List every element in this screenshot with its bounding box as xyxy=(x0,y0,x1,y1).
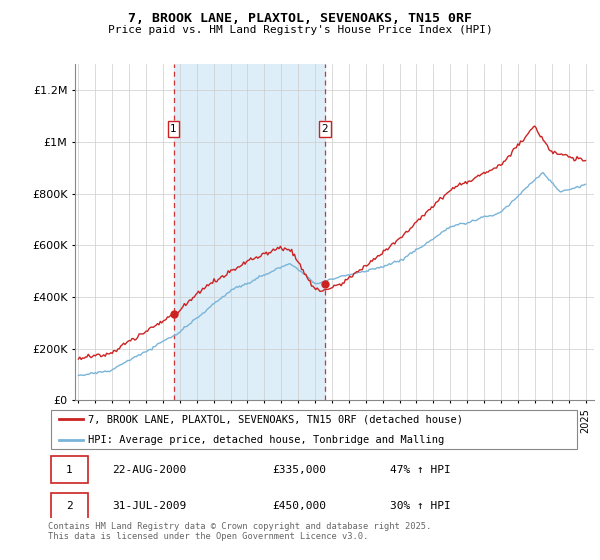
Text: £335,000: £335,000 xyxy=(272,465,326,475)
Text: 30% ↑ HPI: 30% ↑ HPI xyxy=(390,501,451,511)
Bar xyxy=(173,64,325,400)
Text: 31-JUL-2009: 31-JUL-2009 xyxy=(112,501,187,511)
Text: 47% ↑ HPI: 47% ↑ HPI xyxy=(390,465,451,475)
Text: 2: 2 xyxy=(66,501,73,511)
Text: 7, BROOK LANE, PLAXTOL, SEVENOAKS, TN15 0RF: 7, BROOK LANE, PLAXTOL, SEVENOAKS, TN15 … xyxy=(128,12,472,25)
FancyBboxPatch shape xyxy=(50,493,88,520)
FancyBboxPatch shape xyxy=(50,410,577,449)
Text: £450,000: £450,000 xyxy=(272,501,326,511)
Text: HPI: Average price, detached house, Tonbridge and Malling: HPI: Average price, detached house, Tonb… xyxy=(88,435,444,445)
Text: Price paid vs. HM Land Registry's House Price Index (HPI): Price paid vs. HM Land Registry's House … xyxy=(107,25,493,35)
Text: 22-AUG-2000: 22-AUG-2000 xyxy=(112,465,187,475)
FancyBboxPatch shape xyxy=(50,456,88,483)
Text: 7, BROOK LANE, PLAXTOL, SEVENOAKS, TN15 0RF (detached house): 7, BROOK LANE, PLAXTOL, SEVENOAKS, TN15 … xyxy=(88,414,463,424)
Text: Contains HM Land Registry data © Crown copyright and database right 2025.
This d: Contains HM Land Registry data © Crown c… xyxy=(48,522,431,542)
Text: 1: 1 xyxy=(66,465,73,475)
Text: 1: 1 xyxy=(170,124,177,134)
Text: 2: 2 xyxy=(322,124,328,134)
